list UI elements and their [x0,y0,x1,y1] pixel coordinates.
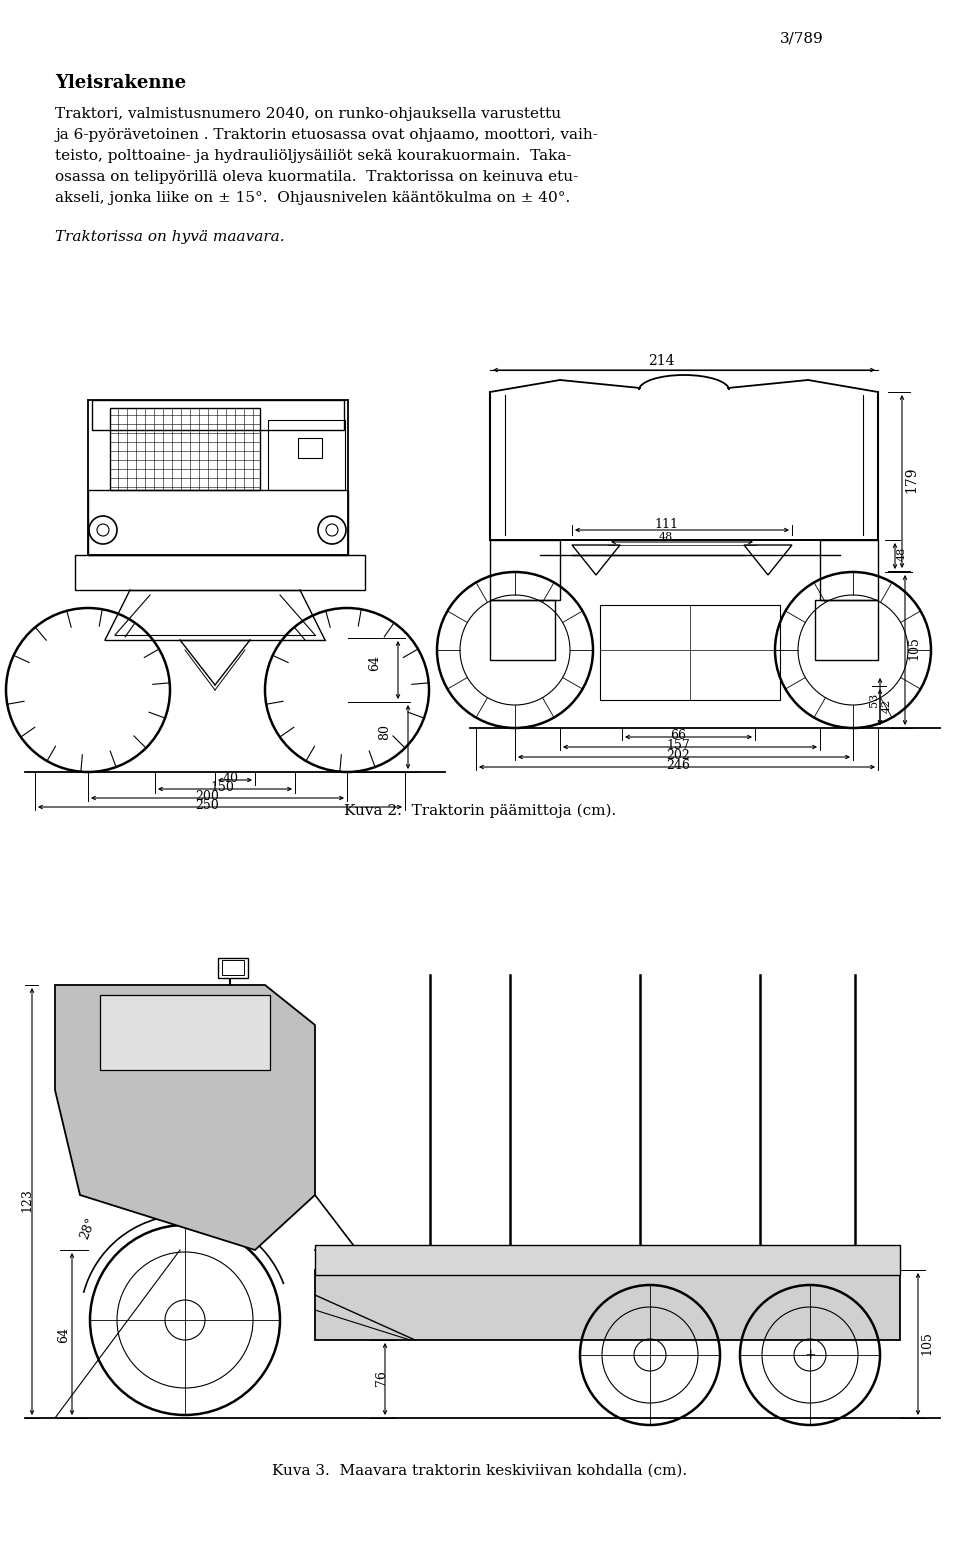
Bar [88,491,348,555]
Bar [92,400,344,430]
Text: 111: 111 [654,518,678,531]
Polygon shape [55,984,315,1250]
Text: 76: 76 [375,1370,388,1386]
Bar [315,1245,900,1275]
Text: 66: 66 [670,728,686,742]
Text: Kuva 3.  Maavara traktorin keskiviivan kohdalla (cm).: Kuva 3. Maavara traktorin keskiviivan ko… [273,1464,687,1478]
Text: 105: 105 [907,636,920,660]
Bar [110,407,260,491]
Text: akseli, jonka liike on ± 15°.  Ohjausnivelen kääntökulma on ± 40°.: akseli, jonka liike on ± 15°. Ohjausnive… [55,191,570,205]
Text: Traktori, valmistusnumero 2040, on runko-ohjauksella varustettu: Traktori, valmistusnumero 2040, on runko… [55,106,562,120]
Text: 150: 150 [210,781,234,795]
Bar [820,540,878,600]
Text: teisto, polttoaine- ja hydrauliöljysäiliöt sekä kourakuormain.  Taka-: teisto, polttoaine- ja hydrauliöljysäili… [55,150,571,164]
Text: 250: 250 [195,799,219,812]
Text: 80: 80 [378,724,391,741]
Bar [315,1270,900,1339]
Text: 123: 123 [20,1188,33,1211]
Bar [815,600,878,660]
Bar [100,995,270,1069]
Text: 157: 157 [666,739,690,751]
Bar [490,600,555,660]
Text: Kuva 2.  Traktorin päämittoja (cm).: Kuva 2. Traktorin päämittoja (cm). [344,804,616,818]
Bar [600,605,780,701]
Bar [218,958,248,978]
Text: 28°: 28° [78,1216,98,1241]
Text: 214: 214 [648,353,674,367]
Text: +: + [804,1349,816,1362]
Text: 246: 246 [666,759,690,772]
Text: 64: 64 [368,654,381,671]
Bar [298,438,322,458]
Text: ja 6-pyörävetoinen . Traktorin etuosassa ovat ohjaamo, moottori, vaih-: ja 6-pyörävetoinen . Traktorin etuosassa… [55,128,598,142]
Text: 48: 48 [659,532,673,542]
Bar [222,960,244,975]
Text: 42: 42 [882,699,892,713]
Text: 105: 105 [920,1332,933,1355]
Text: Traktorissa on hyvä maavara.: Traktorissa on hyvä maavara. [55,230,284,244]
Text: 179: 179 [904,466,918,494]
Bar [268,420,345,491]
Text: 48: 48 [897,546,907,562]
Text: 40: 40 [223,772,239,785]
Bar [75,555,365,589]
Text: 53: 53 [869,693,879,707]
Text: 3/789: 3/789 [780,31,824,45]
Text: 202: 202 [666,748,690,762]
Bar [88,400,348,555]
Text: osassa on telipyörillä oleva kuormatila.  Traktorissa on keinuva etu-: osassa on telipyörillä oleva kuormatila.… [55,170,578,184]
Text: 200: 200 [195,790,219,802]
Text: Yleisrakenne: Yleisrakenne [55,74,186,93]
Text: 64: 64 [57,1327,70,1342]
Bar [490,540,560,600]
